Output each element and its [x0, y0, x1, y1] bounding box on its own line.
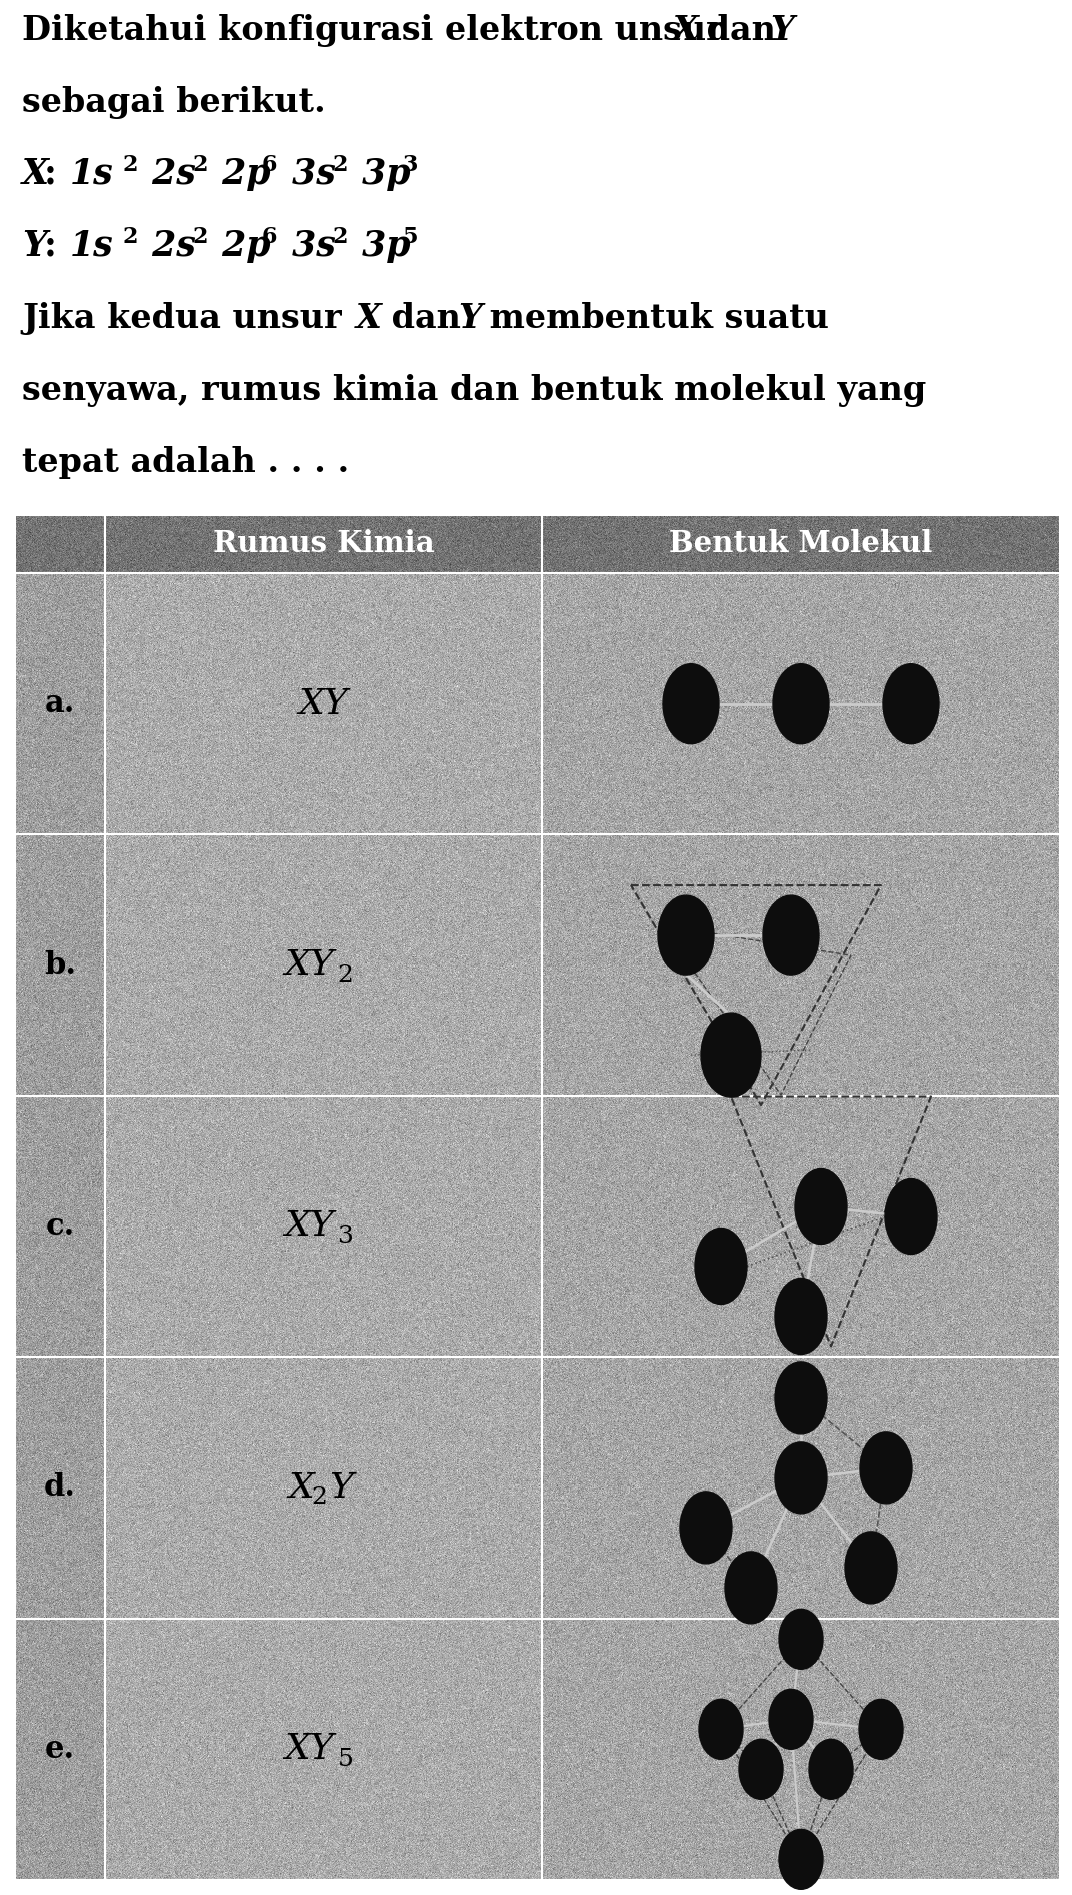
Ellipse shape — [775, 1442, 827, 1514]
Ellipse shape — [739, 1740, 783, 1798]
Text: 6: 6 — [262, 153, 278, 176]
Text: Rumus Kimia: Rumus Kimia — [212, 529, 434, 559]
Text: Jika kedua unsur: Jika kedua unsur — [23, 301, 354, 335]
Ellipse shape — [680, 1491, 732, 1563]
Ellipse shape — [769, 1688, 813, 1749]
Text: membentuk suatu: membentuk suatu — [478, 301, 829, 335]
Ellipse shape — [885, 1179, 937, 1254]
Text: X: X — [23, 157, 49, 191]
Text: Y: Y — [23, 229, 47, 263]
Ellipse shape — [658, 894, 714, 976]
Text: dan: dan — [695, 13, 788, 47]
Text: XY: XY — [285, 948, 334, 982]
Text: a.: a. — [45, 688, 75, 720]
Text: 3: 3 — [338, 1224, 354, 1249]
Text: Diketahui konfigurasi elektron unsur: Diketahui konfigurasi elektron unsur — [23, 13, 735, 47]
Text: 2: 2 — [122, 153, 137, 176]
Ellipse shape — [695, 1228, 747, 1304]
Ellipse shape — [701, 1014, 761, 1097]
Ellipse shape — [773, 663, 829, 743]
Text: 1s: 1s — [70, 229, 114, 263]
Text: 5: 5 — [338, 1747, 354, 1770]
Ellipse shape — [662, 663, 719, 743]
Text: XY: XY — [285, 1732, 334, 1766]
Text: X: X — [673, 13, 699, 47]
Text: e.: e. — [45, 1734, 75, 1764]
Text: Bentuk Molekul: Bentuk Molekul — [669, 529, 933, 559]
Text: 1s: 1s — [70, 157, 114, 191]
Text: b.: b. — [44, 949, 76, 980]
Text: X: X — [356, 301, 382, 335]
Text: 2: 2 — [192, 226, 208, 248]
Text: X: X — [288, 1471, 314, 1505]
Text: :: : — [44, 157, 57, 191]
Ellipse shape — [883, 663, 939, 743]
Text: 3: 3 — [402, 153, 417, 176]
Text: 2: 2 — [312, 1486, 327, 1510]
Text: 2s: 2s — [140, 157, 196, 191]
Text: Y: Y — [329, 1471, 354, 1505]
Text: 3p: 3p — [349, 229, 411, 263]
Ellipse shape — [779, 1829, 823, 1889]
Ellipse shape — [795, 1169, 847, 1245]
Text: 2: 2 — [332, 153, 347, 176]
Text: 3s: 3s — [280, 157, 336, 191]
Text: 3s: 3s — [280, 229, 336, 263]
Ellipse shape — [699, 1700, 743, 1759]
Text: 2: 2 — [122, 226, 137, 248]
Text: 5: 5 — [402, 226, 417, 248]
Text: XY: XY — [299, 686, 348, 720]
Text: d.: d. — [44, 1472, 76, 1503]
Text: :: : — [44, 229, 57, 263]
Ellipse shape — [860, 1433, 912, 1505]
Text: 6: 6 — [262, 226, 278, 248]
Ellipse shape — [779, 1609, 823, 1669]
Ellipse shape — [809, 1740, 853, 1798]
Text: 2: 2 — [192, 153, 208, 176]
Ellipse shape — [763, 894, 819, 976]
Text: senyawa, rumus kimia dan bentuk molekul yang: senyawa, rumus kimia dan bentuk molekul … — [23, 373, 926, 407]
Bar — [0, 0, 1072, 504]
Ellipse shape — [775, 1363, 827, 1435]
Text: 2s: 2s — [140, 229, 196, 263]
Ellipse shape — [859, 1700, 903, 1759]
Text: 2: 2 — [338, 963, 354, 987]
Text: dan: dan — [379, 301, 473, 335]
Text: Y: Y — [770, 13, 794, 47]
Text: 2p: 2p — [210, 229, 270, 263]
Text: tepat adalah . . . .: tepat adalah . . . . — [23, 445, 349, 479]
Text: 3p: 3p — [349, 157, 411, 191]
Ellipse shape — [725, 1552, 777, 1624]
Ellipse shape — [775, 1279, 827, 1355]
Text: sebagai berikut.: sebagai berikut. — [23, 85, 326, 119]
Text: c.: c. — [45, 1211, 75, 1241]
Text: XY: XY — [285, 1209, 334, 1243]
Ellipse shape — [845, 1531, 897, 1603]
Text: 2: 2 — [332, 226, 347, 248]
Text: 2p: 2p — [210, 157, 270, 191]
Text: Y: Y — [458, 301, 482, 335]
